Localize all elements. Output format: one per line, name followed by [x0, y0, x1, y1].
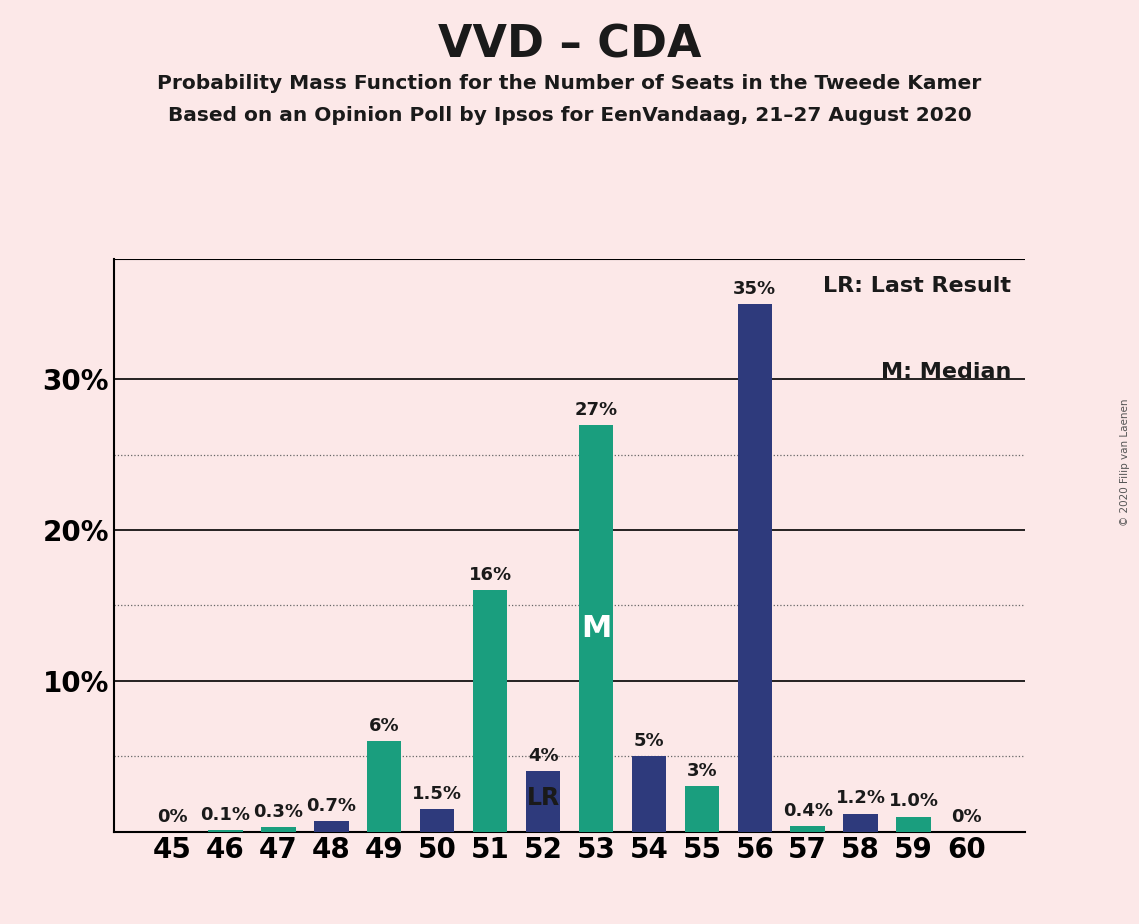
Text: 0.4%: 0.4%: [782, 801, 833, 820]
Bar: [685, 786, 719, 832]
Text: M: M: [581, 614, 612, 642]
Text: 1.5%: 1.5%: [412, 785, 462, 803]
Text: 1.2%: 1.2%: [836, 789, 886, 808]
Text: © 2020 Filip van Laenen: © 2020 Filip van Laenen: [1120, 398, 1130, 526]
Bar: [367, 741, 401, 832]
Text: 0.3%: 0.3%: [253, 803, 303, 821]
Text: M: Median: M: Median: [882, 362, 1011, 382]
Text: LR: Last Result: LR: Last Result: [823, 276, 1011, 296]
Text: 5%: 5%: [633, 732, 664, 750]
Text: 0.7%: 0.7%: [306, 797, 357, 815]
Bar: [843, 813, 878, 832]
Bar: [526, 772, 560, 832]
Text: 0%: 0%: [157, 808, 188, 825]
Bar: [420, 809, 454, 832]
Text: 4%: 4%: [527, 748, 558, 765]
Bar: [790, 825, 825, 832]
Text: 6%: 6%: [369, 717, 400, 736]
Bar: [473, 590, 507, 832]
Bar: [261, 827, 296, 832]
Text: 1.0%: 1.0%: [888, 793, 939, 810]
Text: 3%: 3%: [687, 762, 718, 781]
Bar: [208, 830, 243, 832]
Text: 0.1%: 0.1%: [200, 806, 251, 824]
Text: Based on an Opinion Poll by Ipsos for EenVandaag, 21–27 August 2020: Based on an Opinion Poll by Ipsos for Ee…: [167, 106, 972, 126]
Text: 16%: 16%: [468, 566, 511, 584]
Bar: [632, 756, 666, 832]
Bar: [579, 424, 613, 832]
Bar: [738, 304, 772, 832]
Text: 27%: 27%: [574, 400, 617, 419]
Text: VVD – CDA: VVD – CDA: [437, 23, 702, 67]
Text: 35%: 35%: [734, 280, 777, 298]
Bar: [314, 821, 349, 832]
Text: Probability Mass Function for the Number of Seats in the Tweede Kamer: Probability Mass Function for the Number…: [157, 74, 982, 93]
Text: 0%: 0%: [951, 808, 982, 825]
Text: LR: LR: [526, 786, 559, 810]
Bar: [896, 817, 931, 832]
